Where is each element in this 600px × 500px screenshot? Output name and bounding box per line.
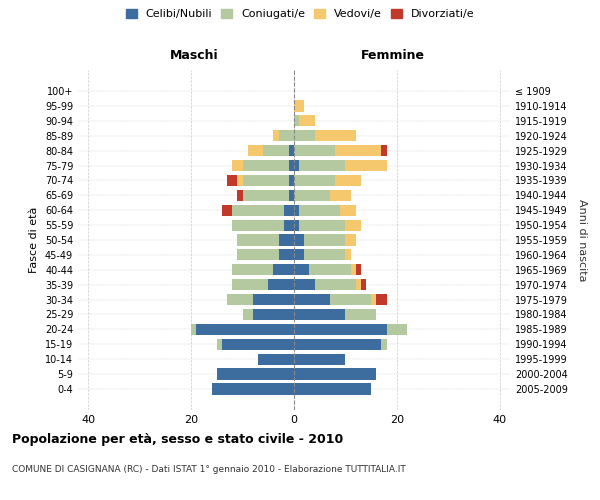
- Bar: [232, 264, 274, 276]
- Bar: [356, 279, 361, 290]
- Bar: [242, 309, 253, 320]
- Bar: [294, 160, 299, 171]
- Bar: [294, 175, 335, 186]
- Bar: [238, 250, 278, 260]
- Bar: [350, 264, 356, 276]
- Bar: [294, 145, 335, 156]
- Bar: [346, 234, 356, 246]
- Bar: [361, 279, 366, 290]
- Bar: [330, 190, 350, 201]
- Bar: [253, 309, 294, 320]
- Bar: [294, 100, 304, 112]
- Bar: [238, 190, 242, 201]
- Bar: [294, 279, 314, 290]
- Bar: [263, 145, 289, 156]
- Bar: [299, 204, 340, 216]
- Bar: [227, 294, 253, 305]
- Bar: [346, 309, 376, 320]
- Bar: [289, 175, 294, 186]
- Bar: [356, 264, 361, 276]
- Bar: [346, 220, 361, 230]
- Bar: [278, 234, 294, 246]
- Bar: [289, 145, 294, 156]
- Bar: [238, 175, 242, 186]
- Bar: [386, 324, 407, 335]
- Bar: [232, 204, 284, 216]
- Bar: [196, 324, 294, 335]
- Bar: [294, 204, 299, 216]
- Bar: [294, 234, 304, 246]
- Bar: [232, 160, 242, 171]
- Bar: [227, 175, 238, 186]
- Bar: [294, 130, 314, 141]
- Bar: [294, 220, 299, 230]
- Bar: [232, 220, 284, 230]
- Bar: [258, 354, 294, 365]
- Text: Femmine: Femmine: [361, 50, 425, 62]
- Text: COMUNE DI CASIGNANA (RC) - Dati ISTAT 1° gennaio 2010 - Elaborazione TUTTITALIA.: COMUNE DI CASIGNANA (RC) - Dati ISTAT 1°…: [12, 466, 406, 474]
- Bar: [268, 279, 294, 290]
- Bar: [242, 190, 289, 201]
- Bar: [294, 115, 299, 126]
- Bar: [371, 294, 376, 305]
- Bar: [382, 145, 386, 156]
- Bar: [340, 204, 356, 216]
- Y-axis label: Fasce di età: Fasce di età: [29, 207, 39, 273]
- Bar: [284, 204, 294, 216]
- Bar: [314, 130, 356, 141]
- Bar: [232, 279, 268, 290]
- Bar: [294, 294, 330, 305]
- Bar: [274, 130, 278, 141]
- Bar: [242, 175, 289, 186]
- Text: Maschi: Maschi: [170, 50, 219, 62]
- Bar: [238, 234, 278, 246]
- Bar: [294, 384, 371, 394]
- Bar: [382, 338, 386, 350]
- Bar: [335, 175, 361, 186]
- Bar: [294, 264, 310, 276]
- Bar: [304, 234, 346, 246]
- Bar: [294, 324, 386, 335]
- Bar: [346, 160, 386, 171]
- Bar: [335, 145, 382, 156]
- Bar: [346, 250, 350, 260]
- Bar: [299, 220, 346, 230]
- Bar: [278, 130, 294, 141]
- Bar: [284, 220, 294, 230]
- Bar: [294, 354, 346, 365]
- Bar: [222, 338, 294, 350]
- Bar: [376, 294, 386, 305]
- Bar: [217, 338, 222, 350]
- Bar: [191, 324, 196, 335]
- Bar: [212, 384, 294, 394]
- Bar: [299, 115, 314, 126]
- Y-axis label: Anni di nascita: Anni di nascita: [577, 198, 587, 281]
- Bar: [242, 160, 289, 171]
- Bar: [217, 368, 294, 380]
- Bar: [304, 250, 346, 260]
- Bar: [253, 294, 294, 305]
- Bar: [278, 250, 294, 260]
- Bar: [289, 190, 294, 201]
- Bar: [310, 264, 350, 276]
- Bar: [248, 145, 263, 156]
- Bar: [294, 250, 304, 260]
- Bar: [274, 264, 294, 276]
- Bar: [294, 190, 330, 201]
- Bar: [294, 338, 382, 350]
- Bar: [299, 160, 346, 171]
- Text: Popolazione per età, sesso e stato civile - 2010: Popolazione per età, sesso e stato civil…: [12, 432, 343, 446]
- Bar: [294, 309, 346, 320]
- Bar: [289, 160, 294, 171]
- Bar: [314, 279, 356, 290]
- Bar: [222, 204, 232, 216]
- Bar: [330, 294, 371, 305]
- Legend: Celibi/Nubili, Coniugati/e, Vedovi/e, Divorziati/e: Celibi/Nubili, Coniugati/e, Vedovi/e, Di…: [122, 6, 478, 22]
- Bar: [294, 368, 376, 380]
